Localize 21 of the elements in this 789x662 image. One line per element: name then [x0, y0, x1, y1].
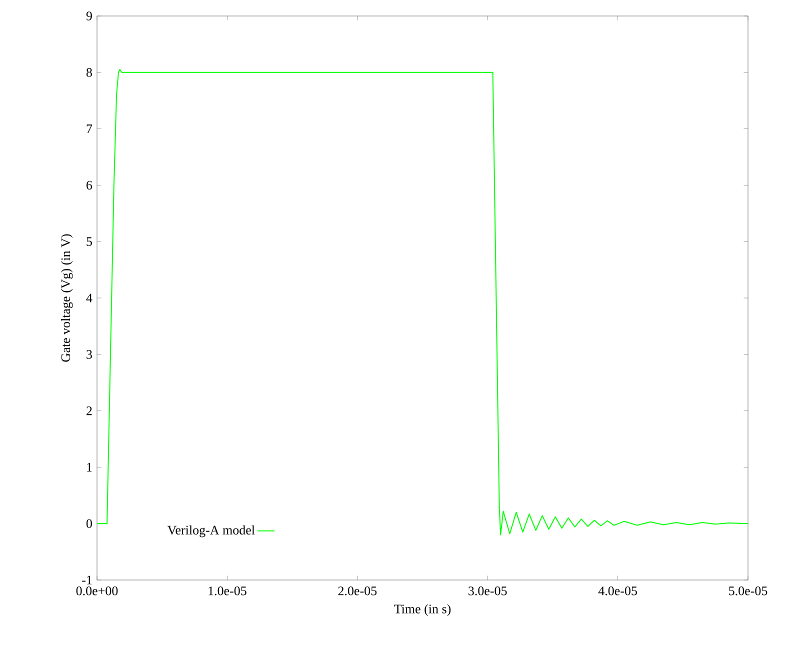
y-tick-label: -1: [82, 576, 92, 584]
x-tick-label: 0.0e+00: [76, 586, 118, 596]
legend-label: Verilog-A model: [167, 525, 255, 538]
y-tick-label: 2: [86, 406, 92, 416]
x-tick-label: 4.0e-05: [598, 586, 637, 596]
x-tick-label: 2.0e-05: [338, 586, 377, 596]
y-tick-label: 8: [86, 68, 92, 77]
y-tick-label: 7: [86, 124, 92, 134]
line-series: [97, 69, 748, 536]
y-tick-label: 9: [86, 12, 92, 20]
x-tick-label: 1.0e-05: [208, 586, 246, 596]
y-axis-title: Gate voltage (Vg) (in V): [60, 234, 73, 362]
y-tick-label: 4: [86, 294, 92, 302]
y-tick-label: 0: [86, 519, 92, 528]
y-tick-label: 5: [86, 237, 92, 246]
y-tick-label: 1: [87, 462, 92, 472]
y-tick-label: 6: [86, 180, 92, 190]
y-tick-label: 3: [86, 350, 92, 359]
x-axis-title: Time (in s): [394, 604, 451, 616]
x-tick-label: 3.0e-05: [468, 586, 507, 596]
x-tick-label: 5.0e-05: [729, 586, 768, 596]
